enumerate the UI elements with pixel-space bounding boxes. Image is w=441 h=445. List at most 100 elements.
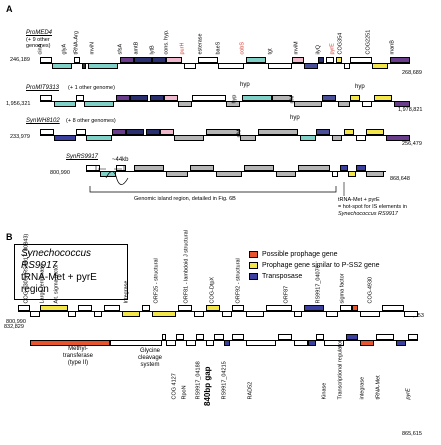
row-1-gene-12	[206, 305, 220, 311]
kb-label: ~44kb	[112, 157, 129, 163]
row-1-gene-label-2: Alt. sigma factor	[53, 264, 60, 304]
strain-3-gene-5	[126, 129, 144, 135]
row-2-gene-label-11: pyrE	[405, 388, 412, 400]
row-1-gene-7	[122, 311, 140, 317]
row-1-gene-14	[232, 305, 244, 311]
row-1-gene-8	[142, 305, 150, 311]
strain-1-gene-label-4: sfsA	[117, 43, 124, 55]
legend-swatch-transposase	[249, 273, 258, 280]
panel-a-label: A	[6, 4, 13, 14]
panel-b-title-2: tRNA-Met + pyrE region	[21, 272, 97, 295]
strain-2-right-coord: 1,978,821	[398, 107, 423, 113]
strain-3-gene-10	[240, 135, 256, 141]
row-1-gene-0	[18, 305, 30, 311]
row-1-axis	[18, 311, 418, 312]
row-2-gene-5	[186, 340, 196, 346]
strain-1-name: ProMED4	[26, 30, 53, 36]
row-1-gene-23	[382, 305, 404, 311]
strain-1-gene-4	[88, 63, 118, 69]
strain-4-gene-8	[276, 171, 296, 177]
row-2-gene-0	[30, 340, 110, 346]
strain-2-note: (+ 1 other genome)	[68, 85, 115, 91]
strain-3-gene-18	[386, 135, 410, 141]
strain-4-gene-4	[166, 171, 188, 177]
row-1-gene-9	[152, 311, 176, 317]
strain-4-gene-5	[190, 165, 214, 171]
strain-1-gene-label-0: cinA	[37, 43, 44, 55]
row-1-gene-22	[360, 311, 380, 317]
row-2-gene-4	[176, 334, 184, 340]
row-2-gene-label-4: RS9917_04188	[195, 361, 202, 400]
row-1-gene-4	[78, 305, 92, 311]
strain-2-gene-1	[54, 101, 76, 107]
strain-4-gene-12	[348, 171, 356, 177]
strain-3-gene-12	[300, 135, 316, 141]
strain-2-gene-19	[394, 101, 410, 107]
row-1-left-coord: 800,990	[6, 319, 26, 325]
row-2-gene-15	[316, 334, 324, 340]
strain-1-gene-label-16: COG354	[337, 32, 344, 55]
strain-2-gene-10	[226, 101, 240, 107]
strain-1-gene-label-13: mviM	[293, 41, 300, 55]
strain-1-gene-label-3: mviN	[89, 41, 96, 55]
row-2-gene-14	[308, 340, 316, 346]
row-2-gene-17	[346, 334, 358, 340]
legend-swatch-prophage	[249, 251, 258, 258]
row-1-gene-17	[294, 311, 302, 317]
strain-4-gene-7	[244, 165, 274, 171]
strain-1-gene-2	[74, 57, 80, 63]
row-2-gene-label-0: Methyl-transferase (type II)	[62, 346, 93, 366]
row-2-gene-label-7: Kinase	[321, 382, 328, 400]
row-2-gene-label-5: RS9917_04215	[221, 361, 228, 400]
hyp-label-4: hyp	[290, 115, 300, 121]
row-2-gene-label-2: COG 4127	[171, 373, 178, 400]
strain-3-left-coord: 233,979	[10, 134, 30, 140]
strain-2-gene-6	[150, 95, 164, 101]
strain-2-gene-4	[116, 95, 130, 101]
row-2-gene-16	[324, 340, 344, 346]
row-2-gene-3	[166, 340, 176, 346]
strain-3-right-coord: 256,479	[402, 141, 422, 147]
row-1-gene-24	[404, 311, 418, 317]
strain-1-gene-9	[184, 63, 196, 69]
panel-b-title-1: Synechococcus RS9917	[21, 248, 92, 271]
row-1-gene-10	[178, 305, 192, 311]
strain-3-gene-15	[344, 129, 354, 135]
row-2-gene-13	[294, 340, 308, 346]
row-1-gene-label-3: Integrase	[123, 280, 130, 304]
strain-1-gene-label-5: amtB	[133, 41, 140, 55]
strain-1-gene-16	[318, 57, 324, 63]
strain-2-gene-9	[192, 95, 226, 101]
strain-2-gene-11	[242, 95, 272, 101]
strain-1-gene-0	[40, 57, 52, 63]
row-2-gene-label-3: RpoN	[181, 385, 188, 400]
strain-2-gene-12	[272, 95, 292, 101]
strain-1-gene-1	[52, 63, 72, 69]
row-2-gene-8	[214, 334, 224, 340]
row-1-gene-11	[194, 311, 204, 317]
strain-1-note: (+ 9 other genomes)	[26, 37, 51, 49]
row-1-gene-label-7: ORF92 - structural	[235, 258, 242, 304]
row-1-gene-6	[104, 305, 120, 311]
strain-1-gene-11	[218, 63, 244, 69]
strain-2-gene-18	[374, 95, 392, 101]
strain-1-gene-17	[326, 57, 334, 63]
strain-1-gene-label-14: ilyQ	[315, 45, 322, 55]
row-2-gene-2	[162, 334, 166, 340]
strain-3-gene-11	[258, 129, 298, 135]
panel-b-title-box: Synechococcus RS9917 tRNA-Met + pyrE reg…	[14, 244, 128, 300]
strain-1-gene-22	[390, 57, 410, 63]
trna-note-2: = hot-spot for IS elements in	[338, 204, 407, 210]
row-1-gene-label-0: COG 0305 (RS9917_00843)	[23, 233, 30, 304]
strain-4-gene-11	[340, 165, 348, 171]
strain-1-right-coord: 268,689	[402, 70, 422, 76]
row-2-gene-20	[396, 340, 406, 346]
row-1-gene-21	[352, 305, 358, 311]
strain-2-gene-13	[294, 101, 322, 107]
row-2-gene-6	[196, 334, 204, 340]
gap-label: 840bp gap	[203, 366, 212, 406]
legend-swatch-pssp2	[249, 262, 258, 269]
row-2-gene-21	[408, 334, 418, 340]
strain-1-gene-label-2: tRNA-Arg	[73, 30, 80, 55]
row-1-gene-label-4: ORF25 - structural	[153, 258, 160, 304]
